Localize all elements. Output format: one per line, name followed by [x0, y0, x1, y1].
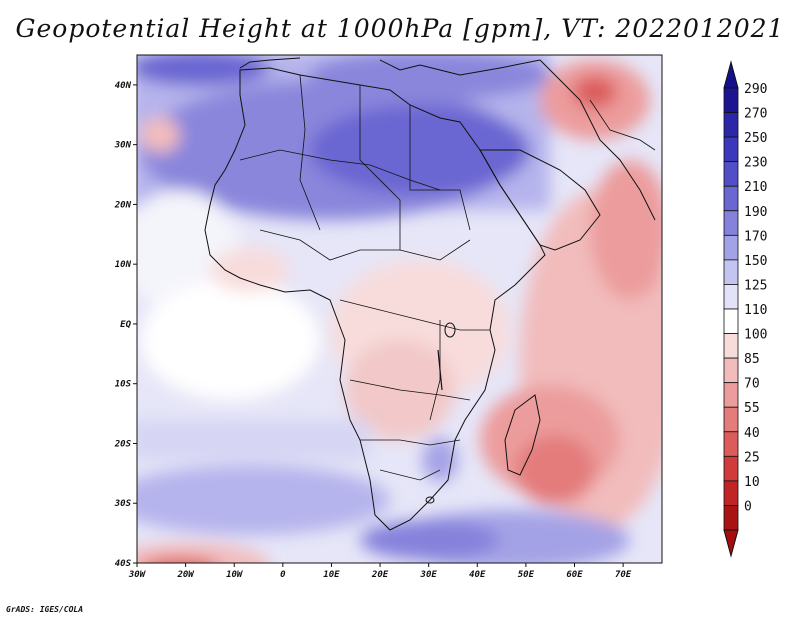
colorbar-label: 125: [744, 278, 767, 293]
lon-tick-label: 60E: [566, 570, 583, 580]
colorbar-swatch: [723, 259, 739, 285]
colorbar-swatch: [723, 308, 739, 334]
latitude-axis: 40N 30N 20N 10N EQ 10S 20S 30S 40S: [114, 81, 137, 569]
lon-tick-label: 30W: [128, 570, 147, 580]
colorbar-label: 55: [744, 401, 760, 416]
lat-tick-label: 10N: [115, 260, 132, 270]
height-field: [137, 55, 662, 563]
colorbar-label: 210: [744, 180, 767, 195]
lon-tick-label: 50E: [518, 570, 535, 580]
colorbar-swatch: [723, 185, 739, 212]
colorbar-label: 290: [744, 82, 767, 97]
colorbar-swatch: [723, 210, 739, 236]
colorbar-label: 85: [744, 352, 760, 367]
coastlines: [204, 57, 656, 531]
colorbar-swatch: [723, 505, 739, 531]
lon-tick-label: 10W: [226, 570, 244, 580]
colorbar-label: 250: [744, 131, 767, 146]
colorbar-swatch: [723, 357, 739, 384]
colorbar-label: 270: [744, 107, 767, 122]
colorbar-label: 70: [744, 377, 760, 392]
lon-tick-label: 30E: [420, 570, 438, 580]
colorbar-swatch: [723, 284, 739, 310]
colorbar-label: 25: [744, 450, 760, 465]
colorbar-label: 230: [744, 156, 767, 171]
lat-tick-label: 30S: [114, 499, 132, 509]
lon-tick-label: 40E: [469, 570, 486, 580]
colorbar-top-arrow: [723, 60, 739, 89]
lat-tick-label: 10S: [115, 380, 132, 390]
plot-frame: [136, 54, 663, 564]
lon-tick-label: 10E: [323, 570, 340, 580]
colorbar-label: 110: [744, 303, 767, 318]
colorbar-swatch: [723, 480, 739, 506]
map-title: Geopotential Height at 1000hPa [gpm], VT…: [15, 14, 785, 43]
longitude-axis: 30W 20W 10W 0 10E 20E 30E 40E 50E 60E 70E: [128, 563, 632, 580]
colorbar-swatch: [723, 406, 739, 433]
lon-tick-label: 20W: [176, 570, 195, 580]
lat-tick-label: 20N: [114, 200, 132, 210]
colorbar-swatch: [723, 455, 739, 482]
colorbar-swatch: [723, 382, 739, 408]
colorbar-label: 100: [744, 328, 767, 343]
colorbar-swatch: [723, 333, 739, 359]
colorbar-swatch: [723, 136, 739, 163]
grads-credit: GrADS: IGES/COLA: [6, 605, 84, 614]
colorbar: 2902702502302101901701501251101008570554…: [723, 60, 767, 558]
colorbar-swatch: [723, 234, 739, 261]
lat-tick-label: EQ: [120, 320, 131, 330]
colorbar-label: 190: [744, 205, 767, 220]
colorbar-swatch: [723, 161, 739, 187]
colorbar-swatch: [723, 112, 739, 138]
colorbar-bottom-arrow: [723, 529, 739, 558]
lon-tick-label: 70E: [615, 570, 632, 580]
lat-tick-label: 30N: [114, 141, 132, 151]
colorbar-swatch: [723, 87, 739, 113]
colorbar-label: 0: [744, 499, 752, 514]
colorbar-label: 40: [744, 426, 760, 441]
lon-tick-label: 0: [280, 570, 286, 580]
colorbar-swatch: [723, 431, 739, 457]
colorbar-label: 170: [744, 229, 767, 244]
lat-tick-label: 40S: [115, 559, 132, 569]
lon-tick-label: 20E: [371, 570, 389, 580]
colorbar-label: 150: [744, 254, 767, 269]
lat-tick-label: 20S: [114, 439, 132, 449]
colorbar-label: 10: [744, 475, 760, 490]
lat-tick-label: 40N: [115, 81, 132, 91]
